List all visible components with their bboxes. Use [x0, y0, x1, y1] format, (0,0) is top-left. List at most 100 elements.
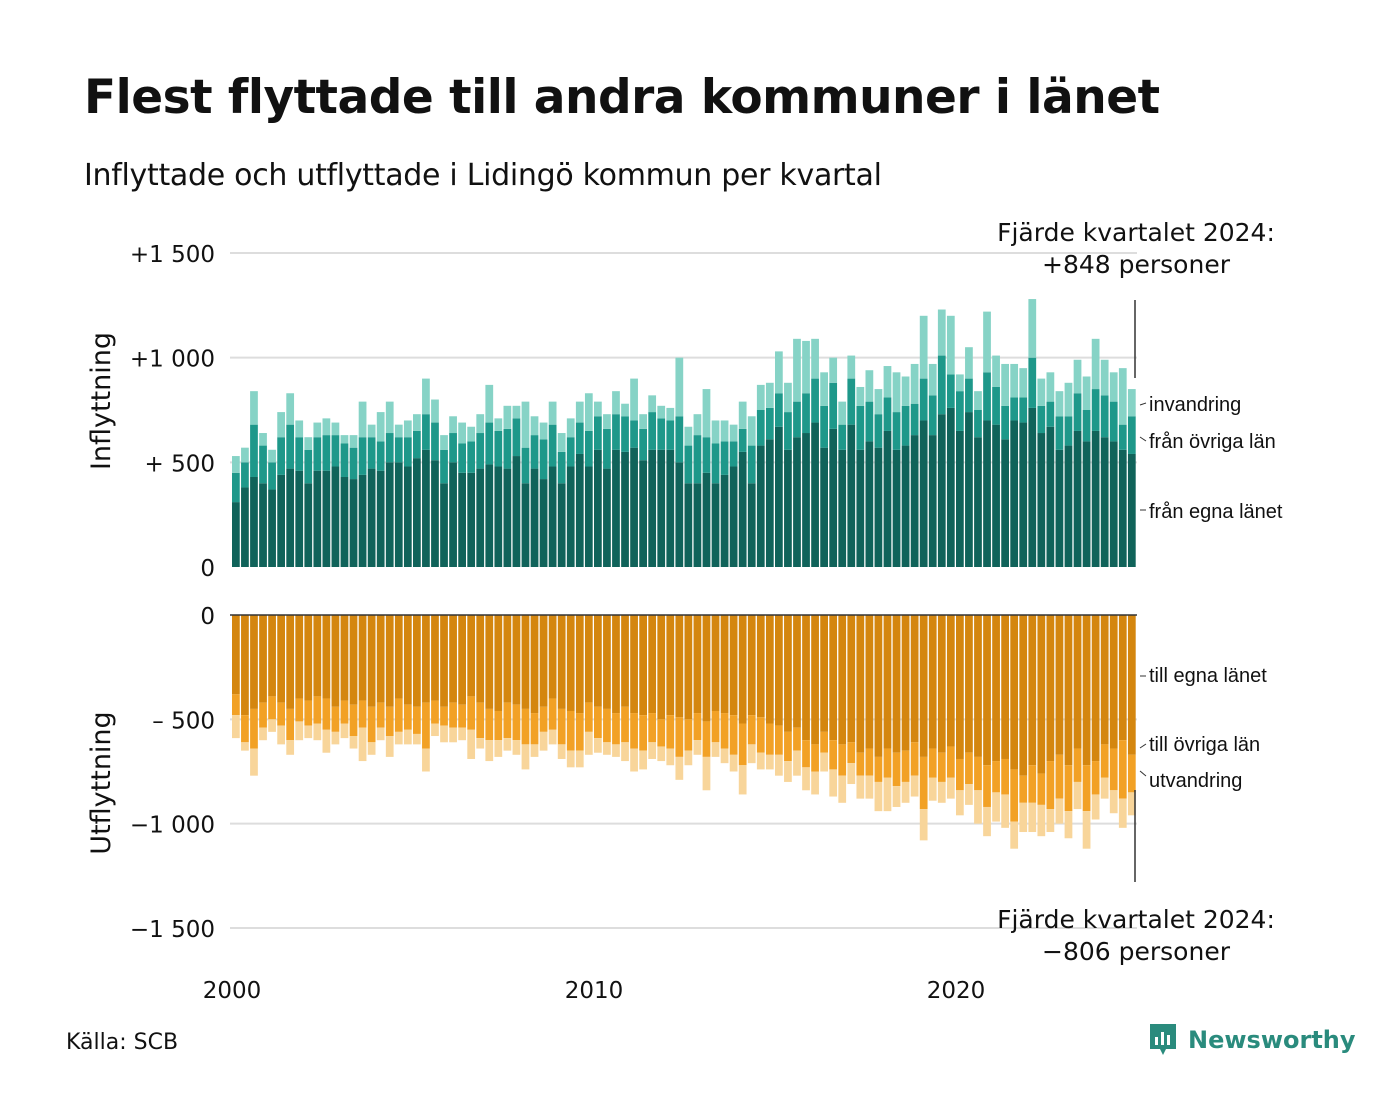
inflow-bar-other-counties: [521, 447, 530, 484]
outflow-bar-own-county: [295, 615, 304, 699]
outflow-bar-emigration: [901, 781, 910, 803]
outflow-bar-own-county: [648, 615, 657, 714]
outflow-bar-emigration: [937, 781, 946, 803]
bottom-annotation-line1: Fjärde kvartalet 2024:: [997, 905, 1275, 934]
outflow-bar-other-counties: [965, 752, 973, 785]
outflow-bar-emigration: [268, 719, 276, 732]
outflow-bar-own-county: [1010, 615, 1019, 770]
outflow-bar-other-counties: [394, 698, 403, 732]
inflow-bar-own-county: [811, 422, 819, 567]
inflow-bar-other-counties: [1064, 416, 1073, 446]
inflow-bar-other-counties: [630, 420, 638, 448]
outflow-bar-emigration: [765, 754, 774, 770]
inflow-bar-own-county: [1091, 430, 1100, 567]
inflow-bar-own-county: [1019, 422, 1028, 567]
inflow-bar-other-counties: [539, 439, 548, 480]
grid-layer: [230, 252, 1137, 929]
outflow-bar-emigration: [557, 744, 566, 759]
inflow-bar-other-counties: [784, 412, 792, 450]
outflow-bar-own-county: [711, 615, 720, 711]
inflow-bar-own-county: [394, 462, 403, 567]
outflow-bar-own-county: [584, 615, 593, 703]
inflow-bar-immigration: [1028, 299, 1037, 358]
inflow-bar-other-counties: [883, 397, 892, 431]
outflow-bar-other-counties: [503, 702, 512, 739]
inflow-bar-other-counties: [965, 378, 973, 413]
inflow-bar-immigration: [937, 309, 946, 356]
inflow-bar-own-county: [232, 502, 240, 567]
outflow-bar-emigration: [711, 742, 720, 757]
inflow-bar-other-counties: [1100, 395, 1109, 438]
outflow-bar-emigration: [693, 740, 702, 755]
inflow-bar-immigration: [268, 449, 276, 463]
inflow-bar-own-county: [331, 466, 340, 567]
outflow-bar-emigration: [919, 809, 928, 841]
inflow-bar-other-counties: [937, 355, 946, 415]
outflow-bar-other-counties: [259, 702, 267, 728]
outflow-bar-own-county: [367, 615, 376, 707]
outflow-bar-own-county: [684, 615, 693, 720]
outflow-bar-other-counties: [657, 719, 666, 747]
outflow-bar-emigration: [358, 727, 367, 762]
outflow-bar-own-county: [802, 615, 810, 741]
outflow-bar-other-counties: [738, 723, 747, 766]
outflow-bar-other-counties: [403, 704, 412, 730]
outflow-bar-emigration: [965, 784, 973, 805]
inflow-bar-other-counties: [1118, 424, 1127, 450]
outflow-bar-emigration: [250, 748, 258, 776]
outflow-bar-emigration: [530, 744, 539, 757]
inflow-bar-own-county: [874, 447, 883, 567]
outflow-bar-own-county: [820, 615, 828, 732]
inflow-bar-own-county: [965, 412, 973, 567]
outflow-bar-emigration: [1109, 790, 1118, 814]
inflow-bar-own-county: [865, 441, 874, 567]
inflow-bar-other-counties: [1037, 405, 1046, 434]
inflow-bar-other-counties: [992, 386, 1000, 425]
outflow-bar-emigration: [1046, 809, 1055, 833]
inflow-bar-immigration: [1118, 368, 1127, 425]
inflow-bar-immigration: [530, 416, 539, 436]
outflow-bar-other-counties: [974, 756, 982, 791]
inflow-bar-own-county: [693, 483, 702, 567]
outflow-bar-own-county: [557, 615, 566, 709]
outflow-bar-own-county: [892, 615, 901, 753]
outflow-bar-emigration: [1100, 777, 1109, 799]
inflow-bar-own-county: [946, 407, 955, 567]
outflow-bar-own-county: [458, 615, 466, 705]
top-annotation-line2: +848 personer: [1042, 250, 1231, 279]
outflow-bar-emigration: [458, 727, 466, 741]
label-till-ovriga-lan: till övriga län: [1149, 734, 1260, 756]
inflow-bar-other-counties: [865, 401, 874, 442]
outflow-bar-emigration: [811, 771, 819, 795]
inflow-bar-other-counties: [367, 437, 376, 469]
inflow-bars: [232, 299, 1136, 567]
outflow-bar-other-counties: [530, 713, 539, 745]
outflow-bar-emigration: [1073, 781, 1082, 810]
outflow-bar-emigration: [820, 752, 828, 772]
leader-till-ovriga-lan: [1139, 743, 1147, 749]
outflow-bar-other-counties: [684, 719, 693, 751]
outflow-bar-emigration: [286, 740, 295, 755]
inflow-ytick-label: 0: [200, 556, 215, 582]
outflow-bar-other-counties: [775, 725, 783, 755]
inflow-bar-immigration: [892, 372, 901, 413]
outflow-bar-emigration: [413, 733, 421, 745]
inflow-bar-other-counties: [693, 435, 702, 484]
outflow-bar-other-counties: [983, 765, 991, 807]
leader-invandring: [1139, 402, 1147, 406]
outflow-bar-emigration: [385, 736, 394, 757]
inflow-bar-immigration: [413, 414, 421, 431]
inflow-bar-other-counties: [1082, 410, 1091, 442]
inflow-bar-own-county: [992, 424, 1000, 567]
outflow-bar-own-county: [1055, 615, 1064, 755]
inflow-bar-own-county: [1100, 437, 1109, 567]
outflow-bar-emigration: [874, 781, 883, 812]
outflow-bar-own-county: [1028, 615, 1037, 766]
outflow-bar-own-county: [928, 615, 937, 749]
outflow-bar-own-county: [349, 615, 358, 705]
outflow-bar-own-county: [937, 615, 946, 753]
inflow-bar-own-county: [1037, 433, 1046, 567]
inflow-bar-other-counties: [295, 437, 304, 471]
outflow-bar-own-county: [449, 615, 457, 703]
outflow-bar-other-counties: [575, 713, 584, 751]
